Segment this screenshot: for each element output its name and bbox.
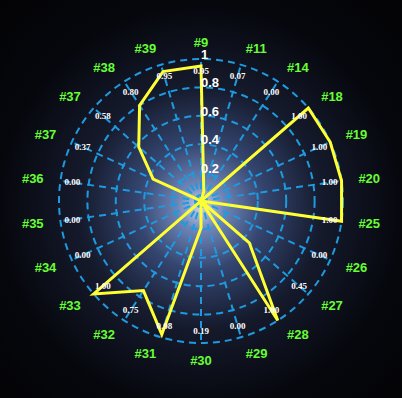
svg-text:#31: #31 (135, 346, 157, 361)
svg-text:0.00: 0.00 (75, 250, 91, 260)
svg-text:0.07: 0.07 (230, 71, 246, 81)
svg-text:1.00: 1.00 (291, 111, 307, 121)
svg-text:0.00: 0.00 (230, 321, 246, 331)
svg-text:0.19: 0.19 (193, 326, 209, 336)
svg-text:0.00: 0.00 (64, 215, 80, 225)
svg-text:0.80: 0.80 (123, 87, 139, 97)
svg-text:0.00: 0.00 (64, 177, 80, 187)
svg-text:0.37: 0.37 (75, 142, 91, 152)
svg-text:1.00: 1.00 (95, 281, 111, 291)
svg-text:1.00: 1.00 (311, 142, 327, 152)
svg-text:#37: #37 (59, 89, 81, 104)
svg-text:#27: #27 (321, 298, 343, 313)
svg-text:#29: #29 (246, 346, 268, 361)
svg-text:1: 1 (201, 47, 208, 62)
svg-text:0.00: 0.00 (263, 87, 279, 97)
svg-text:#38: #38 (93, 60, 115, 75)
svg-text:1.00: 1.00 (322, 215, 338, 225)
svg-text:0.95: 0.95 (156, 71, 172, 81)
svg-text:#30: #30 (190, 353, 212, 368)
svg-text:0.98: 0.98 (156, 321, 172, 331)
svg-text:#34: #34 (35, 260, 57, 275)
svg-text:0.8: 0.8 (201, 75, 219, 90)
svg-text:#35: #35 (22, 216, 44, 231)
svg-text:#33: #33 (59, 298, 81, 313)
svg-text:#18: #18 (321, 89, 343, 104)
svg-text:#37: #37 (35, 127, 57, 142)
svg-text:#19: #19 (346, 127, 368, 142)
svg-text:#9: #9 (193, 34, 209, 50)
svg-text:1.00: 1.00 (263, 305, 279, 315)
svg-text:0.75: 0.75 (123, 305, 139, 315)
svg-text:0.4: 0.4 (201, 132, 220, 147)
svg-text:0.2: 0.2 (201, 161, 219, 176)
svg-text:1.00: 1.00 (322, 177, 338, 187)
svg-text:#28: #28 (287, 327, 309, 342)
svg-text:#20: #20 (358, 171, 380, 186)
svg-text:#26: #26 (346, 260, 368, 275)
svg-text:0.58: 0.58 (95, 111, 111, 121)
svg-text:#14: #14 (287, 60, 309, 75)
svg-text:#25: #25 (358, 216, 380, 231)
svg-text:0.95: 0.95 (193, 66, 209, 76)
svg-text:#32: #32 (93, 327, 115, 342)
svg-text:0.00: 0.00 (311, 250, 327, 260)
svg-text:0.6: 0.6 (201, 104, 219, 119)
svg-text:#11: #11 (246, 41, 267, 56)
svg-text:#36: #36 (22, 171, 44, 186)
svg-text:0.45: 0.45 (291, 281, 307, 291)
svg-text:#39: #39 (135, 41, 157, 56)
